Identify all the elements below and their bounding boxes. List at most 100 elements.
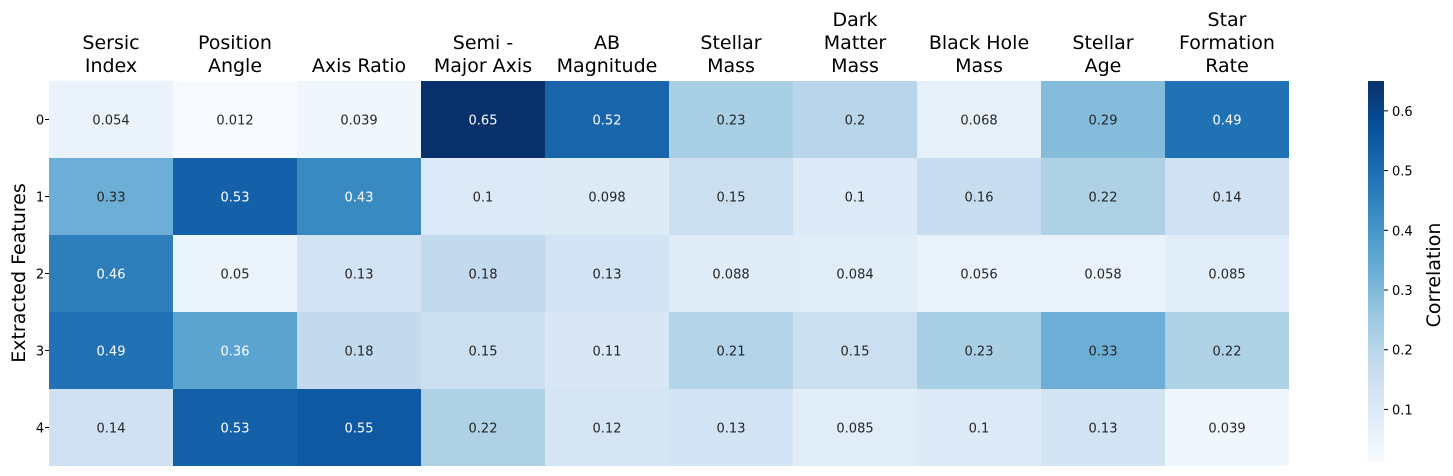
heatmap-cell xyxy=(173,81,297,158)
cell-value-label: 0.49 xyxy=(1213,114,1242,129)
cell-value-label: 0.43 xyxy=(345,191,374,206)
heatmap-cell xyxy=(297,312,421,389)
column-label: Star Formation Rate xyxy=(1179,9,1275,77)
cell-value-label: 0.2 xyxy=(845,114,866,129)
row-labels: 0 1 2 3 4 xyxy=(36,114,49,437)
heatmap-cell xyxy=(669,81,793,158)
cell-value-label: 0.49 xyxy=(97,345,126,360)
heatmap-cell xyxy=(173,235,297,312)
cell-value-label: 0.13 xyxy=(345,268,374,283)
cell-value-label: 0.084 xyxy=(836,268,873,283)
cell-value-label: 0.55 xyxy=(345,422,374,437)
heatmap-cell xyxy=(545,235,669,312)
heatmap-cell xyxy=(1165,312,1289,389)
cell-value-label: 0.13 xyxy=(593,268,622,283)
cell-value-label: 0.22 xyxy=(469,422,498,437)
heatmap-cell xyxy=(1165,389,1289,466)
heatmap-cell xyxy=(917,389,1041,466)
cell-value-label: 0.039 xyxy=(340,114,377,129)
heatmap-cell xyxy=(1041,158,1165,235)
cell-value-label: 0.15 xyxy=(717,191,746,206)
cell-value-label: 0.23 xyxy=(965,345,994,360)
heatmap-cell xyxy=(297,81,421,158)
heatmap-cell xyxy=(173,389,297,466)
cell-value-label: 0.18 xyxy=(345,345,374,360)
heatmap-cells xyxy=(49,81,1289,466)
heatmap-cell xyxy=(917,81,1041,158)
heatmap-cell xyxy=(421,235,545,312)
cell-value-label: 0.085 xyxy=(1208,268,1245,283)
cell-value-label: 0.13 xyxy=(1089,422,1118,437)
cell-value-label: 0.22 xyxy=(1089,191,1118,206)
heatmap-cell xyxy=(297,235,421,312)
heatmap-cell xyxy=(421,158,545,235)
heatmap-cell xyxy=(793,81,917,158)
heatmap-cell xyxy=(1165,235,1289,312)
cell-value-label: 0.18 xyxy=(469,268,498,283)
row-label: 1 xyxy=(36,191,44,206)
column-label: AB Magnitude xyxy=(557,32,658,77)
heatmap-cell xyxy=(49,389,173,466)
cell-value-label: 0.36 xyxy=(221,345,250,360)
heatmap-cell xyxy=(1041,389,1165,466)
heatmap-cell xyxy=(49,312,173,389)
cell-value-label: 0.15 xyxy=(841,345,870,360)
cell-value-label: 0.1 xyxy=(969,422,990,437)
heatmap-cell xyxy=(421,312,545,389)
cell-value-label: 0.33 xyxy=(97,191,126,206)
colorbar-tick-label: 0.5 xyxy=(1392,165,1413,180)
heatmap-cell xyxy=(669,389,793,466)
cell-value-label: 0.054 xyxy=(92,114,129,129)
heatmap-cell xyxy=(917,312,1041,389)
heatmap-cell xyxy=(1165,158,1289,235)
cell-value-label: 0.16 xyxy=(965,191,994,206)
heatmap-cell xyxy=(173,158,297,235)
colorbar-tick-label: 0.1 xyxy=(1392,403,1413,418)
cell-value-label: 0.088 xyxy=(712,268,749,283)
heatmap-cell xyxy=(297,158,421,235)
colorbar: 0.1 0.2 0.3 0.4 0.5 0.6 Correlation xyxy=(1368,81,1445,462)
column-label: Black Hole Mass xyxy=(929,32,1029,77)
cell-value-label: 0.1 xyxy=(473,191,494,206)
heatmap-cell xyxy=(421,389,545,466)
column-label: Sersic Index xyxy=(82,32,139,77)
heatmap-cell xyxy=(669,158,793,235)
cell-value-label: 0.05 xyxy=(221,268,250,283)
column-label: Stellar Age xyxy=(1072,32,1133,77)
cell-value-label: 0.14 xyxy=(97,422,126,437)
colorbar-gradient xyxy=(1368,81,1384,462)
y-axis-title: Extracted Features xyxy=(8,183,30,363)
heatmap-cell-labels: 0.054 0.012 0.039 0.65 0.52 0.23 0.2 0.068 0.29 0… xyxy=(92,114,1245,437)
row-label: 4 xyxy=(36,422,44,437)
column-label: Position Angle xyxy=(198,32,272,77)
colorbar-ticks: 0.1 0.2 0.3 0.4 0.5 0.6 xyxy=(1384,105,1413,418)
cell-value-label: 0.12 xyxy=(593,422,622,437)
heatmap-cell xyxy=(1041,81,1165,158)
cell-value-label: 0.23 xyxy=(717,114,746,129)
heatmap-cell xyxy=(421,81,545,158)
column-label: Semi -Major Axis xyxy=(434,32,532,77)
heatmap-cell xyxy=(917,158,1041,235)
heatmap-cell xyxy=(793,389,917,466)
column-labels: Sersic Index Position Angle Axis Ratio Semi -… xyxy=(82,9,1275,77)
heatmap-cell xyxy=(1041,235,1165,312)
cell-value-label: 0.29 xyxy=(1089,114,1118,129)
cell-value-label: 0.52 xyxy=(593,114,622,129)
heatmap-cell xyxy=(49,235,173,312)
column-label: Axis Ratio xyxy=(312,55,406,77)
colorbar-tick-label: 0.3 xyxy=(1392,284,1413,299)
row-label: 3 xyxy=(36,345,44,360)
heatmap-cell xyxy=(545,158,669,235)
cell-value-label: 0.46 xyxy=(97,268,126,283)
heatmap-cell xyxy=(793,312,917,389)
heatmap-cell xyxy=(1041,312,1165,389)
heatmap-cell xyxy=(669,312,793,389)
colorbar-label: Correlation xyxy=(1423,223,1445,328)
cell-value-label: 0.53 xyxy=(221,191,250,206)
cell-value-label: 0.11 xyxy=(593,345,622,360)
cell-value-label: 0.15 xyxy=(469,345,498,360)
cell-value-label: 0.65 xyxy=(469,114,498,129)
cell-value-label: 0.1 xyxy=(845,191,866,206)
cell-value-label: 0.33 xyxy=(1089,345,1118,360)
heatmap-cell xyxy=(793,158,917,235)
